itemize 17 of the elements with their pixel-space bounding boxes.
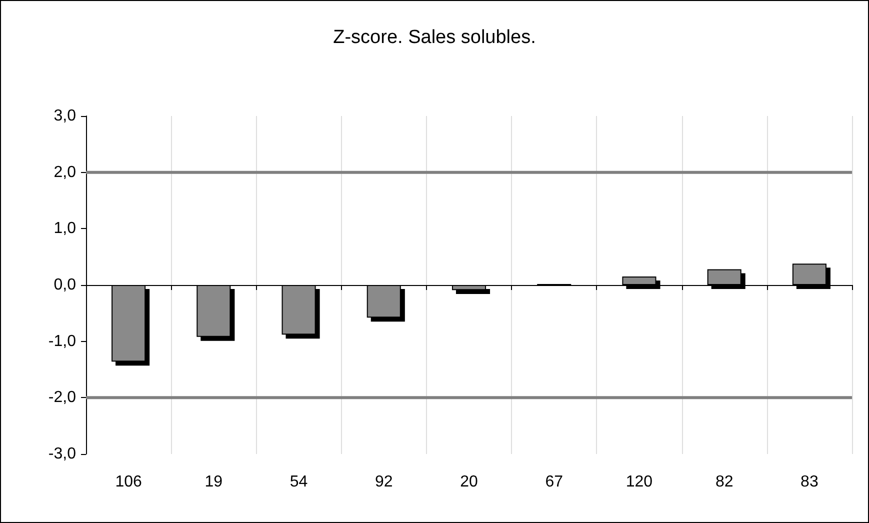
y-tick-label: 3,0 (54, 108, 76, 124)
y-tick-label: -3,0 (48, 446, 76, 462)
x-tick-label: 82 (715, 474, 734, 490)
x-tick-label: 92 (374, 474, 393, 490)
y-tick-label: -1,0 (48, 332, 76, 350)
y-tick-label: 2,0 (54, 164, 76, 181)
x-tick-label: 54 (290, 474, 308, 490)
x-tick-label: 20 (460, 474, 478, 490)
y-tick-label: 0,0 (54, 276, 76, 294)
x-tick-label: 67 (545, 474, 564, 490)
x-tick-label: 106 (115, 474, 142, 490)
x-tick-label: 83 (800, 474, 818, 490)
y-tick-label: -2,0 (48, 389, 76, 406)
chart-title: Z-score. Sales solubles. (333, 27, 536, 48)
x-tick-label: 19 (204, 474, 223, 490)
y-tick-label: 1,0 (54, 220, 76, 238)
x-tick-label: 120 (626, 474, 653, 490)
